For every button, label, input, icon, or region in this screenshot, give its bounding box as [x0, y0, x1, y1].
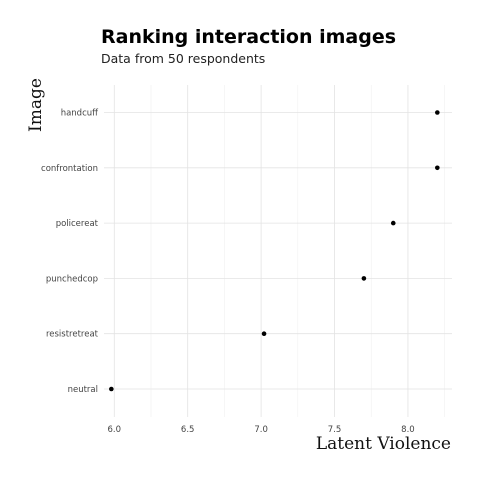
chart-subtitle: Data from 50 respondents	[101, 51, 265, 66]
y-tick-label: resistretreat	[46, 330, 99, 340]
x-tick-labels: 6.0 6.5 7.0 7.5 8.0	[108, 425, 415, 435]
data-point	[361, 276, 367, 281]
x-tick-label: 8.0	[401, 425, 415, 435]
y-tick-label: policereat	[56, 219, 99, 229]
data-point	[435, 110, 440, 115]
grid	[104, 85, 452, 417]
y-tick-label: handcuff	[61, 109, 99, 119]
data-points	[109, 110, 440, 392]
x-tick-label: 6.0	[108, 425, 122, 435]
y-tick-label: neutral	[68, 385, 98, 395]
data-point	[261, 331, 267, 337]
x-tick-label: 7.5	[328, 425, 342, 435]
data-point	[435, 165, 440, 171]
y-tick-labels: handcuff confrontation policereat punchedco…	[41, 109, 99, 396]
y-tick-label: confrontation	[41, 164, 98, 174]
data-point	[390, 220, 396, 226]
y-tick-label: punchedcop	[46, 274, 98, 284]
chart-title: Ranking interaction images	[101, 26, 396, 48]
x-axis-title: Latent Violence	[316, 434, 451, 454]
data-point	[109, 386, 114, 392]
x-tick-label: 7.0	[254, 425, 268, 435]
y-axis-title: Image	[26, 78, 46, 132]
x-tick-label: 6.5	[181, 425, 195, 435]
